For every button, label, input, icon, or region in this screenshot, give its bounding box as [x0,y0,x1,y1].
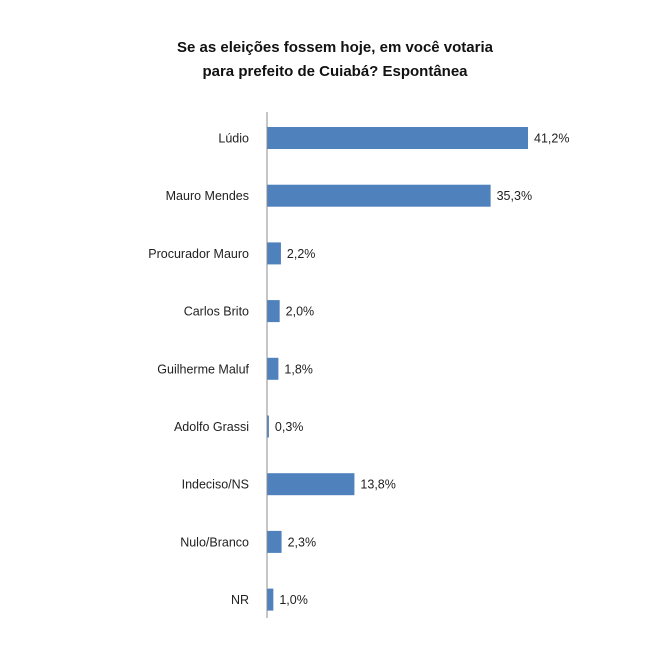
category-label: Nulo/Branco [180,535,249,549]
chart-title-line-1: Se as eleições fossem hoje, em você vota… [177,39,493,56]
bar [267,242,281,265]
bar [267,300,280,323]
value-label: 1,8% [284,362,313,376]
category-label: Guilherme Maluf [157,362,249,376]
bar [267,530,282,553]
value-label: 2,2% [287,247,316,261]
category-label: Indeciso/NS [182,478,249,492]
value-label: 13,8% [360,478,395,492]
bar [267,357,279,380]
value-label: 2,0% [286,305,315,319]
value-label: 41,2% [534,132,569,146]
category-label: Mauro Mendes [166,189,249,203]
bars-layer: Lúdio 41,2% Mauro Mendes 35,3% Procurador Ma… [148,127,569,611]
category-label: Procurador Mauro [148,247,249,261]
bar [267,127,528,149]
value-label: 0,3% [275,420,304,434]
chart-title: Se as eleições fossem hoje, em você vota… [0,36,670,84]
chart-title-line-2: para prefeito de Cuiabá? Espontânea [202,63,468,80]
category-label: Carlos Brito [184,305,249,319]
category-label: Adolfo Grassi [174,420,249,434]
value-label: 1,0% [279,593,308,607]
bar [267,184,491,207]
category-label: Lúdio [218,132,249,146]
bar [267,473,355,496]
category-label: NR [231,593,249,607]
value-label: 2,3% [288,535,317,549]
value-label: 35,3% [497,189,532,203]
bar [267,588,274,611]
bar [267,415,269,438]
